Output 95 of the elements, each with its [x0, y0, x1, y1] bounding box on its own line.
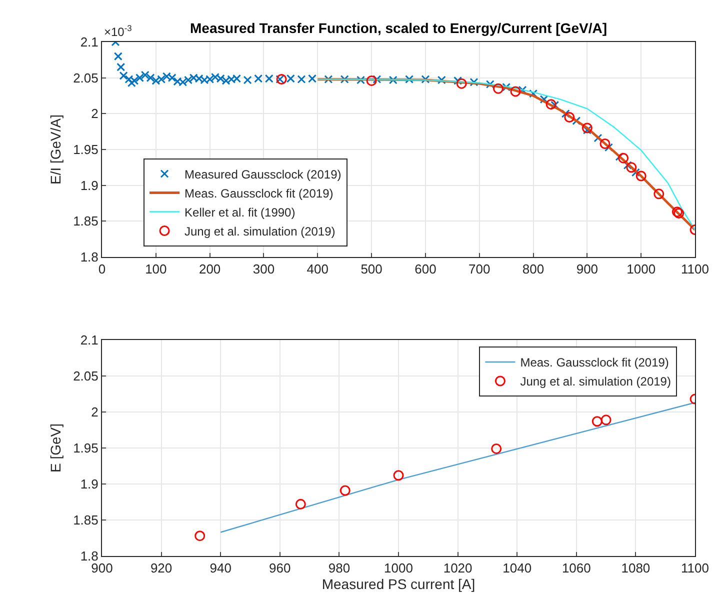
point [388, 76, 398, 84]
point [456, 78, 467, 89]
x-tick-label: 100 [145, 262, 167, 277]
y-tick-label: 2.05 [73, 368, 98, 384]
x-tick-label: 920 [150, 560, 172, 576]
point [546, 99, 556, 110]
chart-title: Measured Transfer Function, scaled to Energy/Current [GeV/A] [190, 20, 607, 36]
y-tick-label: 1.8 [80, 250, 98, 265]
x-tick-label: 1020 [443, 560, 472, 576]
y-tick-label: 2.1 [80, 332, 98, 348]
point [550, 100, 560, 110]
point [502, 82, 511, 92]
point [600, 414, 612, 426]
point [405, 75, 414, 84]
x-tick-label: 400 [306, 262, 328, 277]
x-axis-title: Measured PS current [A] [322, 576, 476, 592]
point [297, 75, 306, 84]
point [340, 75, 349, 84]
x-tick-label: 1000 [384, 560, 413, 576]
x-tick-label: 900 [576, 262, 598, 277]
x-tick-label: 700 [468, 262, 490, 277]
y-tick-label: 1.9 [80, 178, 98, 193]
point [437, 76, 446, 84]
legend-label: Keller et al. fit (1990) [184, 205, 296, 220]
x-tick-label: 1080 [621, 560, 650, 576]
point [194, 530, 206, 542]
y-tick-label: 1.85 [73, 214, 98, 229]
x-tick-label: 600 [414, 262, 436, 277]
x-tick-label: 960 [269, 560, 291, 576]
point [470, 78, 478, 86]
point [564, 112, 575, 122]
point [393, 470, 404, 481]
x-tick-label: 1000 [626, 262, 656, 277]
point [636, 170, 646, 182]
point [116, 62, 126, 72]
point [308, 74, 316, 83]
point [529, 89, 538, 98]
point [243, 76, 252, 84]
y-tick-label: 2 [91, 404, 98, 420]
point [454, 76, 462, 85]
point [600, 138, 610, 150]
x-tick-label: 500 [360, 262, 382, 277]
point [119, 71, 128, 80]
x-tick-label: 0 [98, 262, 106, 277]
x-tick-label: 1100 [681, 560, 709, 576]
point [264, 74, 274, 83]
point [623, 161, 632, 170]
x-tick-label: 200 [198, 262, 221, 277]
x-tick-label: 980 [328, 560, 350, 576]
point [626, 162, 637, 173]
point [295, 498, 306, 510]
x-tick-label: 1060 [562, 560, 591, 576]
legend-label: Measured Gaussclock (2019) [184, 167, 342, 182]
legend-label: Jung et al. simulation (2019) [520, 374, 671, 389]
x-tick-label: 800 [522, 262, 544, 277]
y-tick-label: 1.95 [73, 142, 98, 158]
text: ×10$^{-3}$ [104, 23, 132, 40]
y-tick-label: 1.95 [73, 440, 98, 456]
point [372, 75, 382, 84]
point [254, 74, 263, 83]
y-tick-label: 1.85 [73, 512, 98, 528]
legend-label: Meas. Gaussclock fit (2019) [184, 186, 334, 200]
point [582, 126, 592, 134]
point [276, 74, 287, 85]
y-tick-label: 2.05 [73, 70, 98, 86]
legend-label: Jung et al. simulation (2019) [184, 224, 336, 238]
point [276, 75, 284, 84]
point [492, 83, 504, 94]
x-tick-label: 300 [252, 262, 275, 277]
y-axis-title: E/I [GeV/A] [48, 114, 64, 185]
point [491, 443, 502, 454]
point [618, 152, 629, 164]
point [486, 80, 494, 89]
point [540, 95, 548, 104]
point [324, 75, 333, 84]
point [114, 52, 122, 61]
point [421, 75, 430, 84]
y-tick-label: 2.1 [80, 34, 98, 50]
y-tick-label: 1.9 [80, 476, 98, 492]
y-axis-title: E [GeV] [48, 423, 64, 473]
point [582, 122, 592, 134]
legend-label: Meas. Gaussclock fit (2019) [520, 356, 669, 370]
x-tick-label: 1040 [502, 560, 532, 576]
point [510, 86, 521, 97]
x-tick-label: 1100 [681, 262, 709, 277]
point [631, 168, 640, 177]
point [366, 75, 377, 86]
point [592, 416, 602, 427]
point [654, 188, 664, 200]
point [356, 76, 366, 84]
y-tick-label: 2 [91, 106, 98, 122]
x-tick-label: 940 [210, 560, 232, 576]
point [127, 78, 136, 88]
point [286, 74, 295, 83]
point [340, 485, 350, 496]
